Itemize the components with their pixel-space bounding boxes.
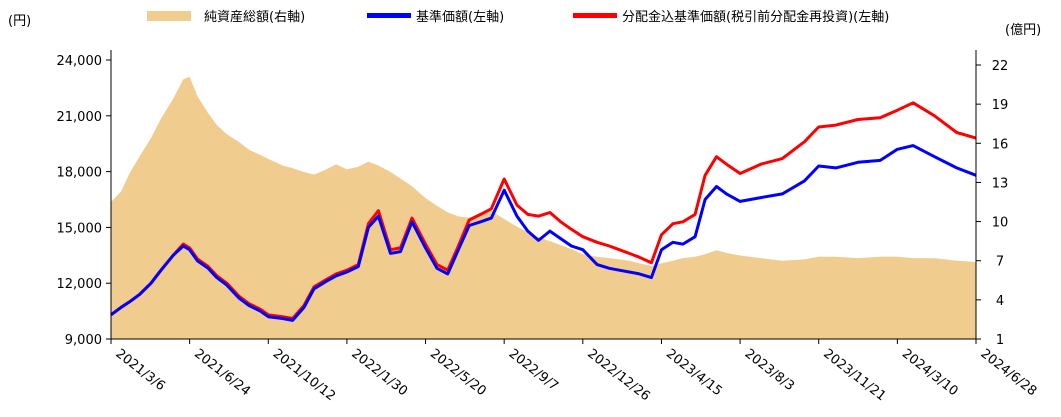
right-tick-label: 19	[992, 98, 1009, 113]
right-tick-label: 16	[992, 137, 1009, 152]
legend-swatch-nav-reinvested	[573, 13, 617, 18]
x-tick-label: 2023/11/21	[820, 346, 888, 404]
left-ticks: 9,000 12,000 15,000 18,000 21,000 24,000	[57, 54, 111, 348]
legend-label-nav: 基準価額(左軸)	[416, 9, 504, 25]
legend: 純資産総額(右軸) 基準価額(左軸) 分配金込基準価額(税引前分配金再投資)(左…	[147, 9, 889, 25]
series-area-net-assets	[111, 76, 976, 339]
right-ticks: 1 4 7 10 13 16 19 22	[976, 59, 1008, 348]
left-tick-label: 18,000	[57, 166, 103, 181]
x-tick-label: 2021/6/24	[191, 346, 253, 399]
x-ticks: 2021/3/6 2021/6/24 2021/10/12 2022/1/30 2022…	[110, 339, 1040, 404]
x-tick-label: 2024/6/28	[978, 346, 1040, 399]
x-tick-label: 2023/4/15	[663, 346, 725, 399]
x-tick-label: 2023/8/3	[742, 346, 797, 394]
right-tick-label: 13	[992, 176, 1009, 191]
right-tick-label: 22	[992, 59, 1009, 74]
left-tick-label: 24,000	[57, 54, 103, 69]
legend-label-nav-reinvested: 分配金込基準価額(税引前分配金再投資)(左軸)	[622, 9, 889, 25]
right-tick-label: 4	[996, 294, 1004, 309]
legend-label-net-assets: 純資産総額(右軸)	[204, 9, 305, 25]
x-tick-label: 2024/3/10	[899, 346, 961, 399]
x-tick-label: 2021/10/12	[270, 346, 338, 404]
left-tick-label: 21,000	[57, 110, 103, 125]
legend-swatch-net-assets	[147, 11, 191, 21]
series-line-nav	[110, 144, 977, 322]
left-axis-unit: (円)	[8, 14, 31, 29]
left-tick-label: 9,000	[65, 333, 102, 348]
right-tick-label: 7	[996, 255, 1004, 270]
right-tick-label: 1	[996, 333, 1004, 348]
right-tick-label: 10	[992, 216, 1009, 231]
line-layer	[110, 101, 977, 322]
x-tick-label: 2021/3/6	[113, 346, 168, 394]
legend-swatch-nav	[367, 13, 411, 18]
right-axis-unit: (億円)	[1005, 22, 1041, 38]
x-tick-label: 2022/9/7	[506, 346, 561, 394]
left-tick-label: 15,000	[57, 221, 103, 236]
area-layer	[111, 76, 976, 339]
x-tick-label: 2022/5/20	[427, 346, 489, 399]
left-tick-label: 12,000	[57, 277, 103, 292]
x-tick-label: 2022/12/26	[584, 346, 652, 404]
x-tick-label: 2022/1/30	[348, 346, 410, 399]
